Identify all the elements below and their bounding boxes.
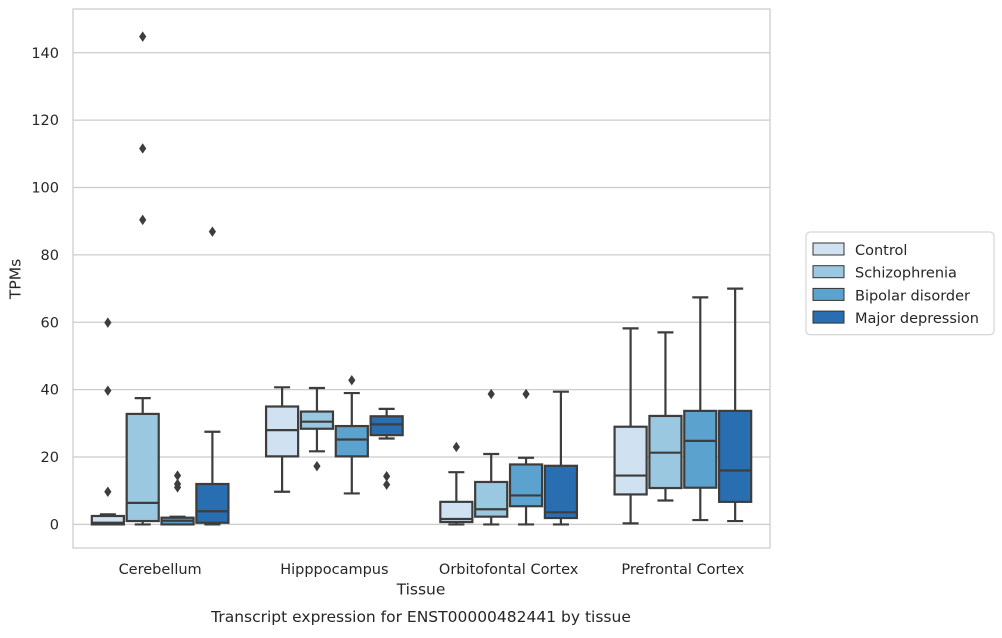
outlier-point [383, 479, 391, 490]
box-control-orbitofontal-cortex [439, 441, 474, 526]
box-bipolar-disorder-prefrontal-cortex [683, 296, 718, 522]
box-control-hipppocampus [264, 386, 300, 493]
y-tick-label: 140 [31, 46, 59, 62]
iqr-box [264, 405, 300, 458]
outlier-point [173, 470, 182, 481]
y-tick-label: 40 [41, 383, 59, 399]
iqr-box [299, 410, 335, 430]
iqr-box [543, 464, 579, 520]
box-schizophrenia-orbitofontal-cortex [474, 388, 509, 526]
x-tick-label: Hipppocampus [280, 562, 388, 578]
y-tick-label: 100 [31, 181, 59, 197]
box-major-depression-hipppocampus [369, 407, 404, 490]
x-tick-label: Cerebellum [119, 562, 202, 578]
outlier-point [139, 143, 147, 154]
y-tick-label: 0 [50, 517, 59, 533]
box-major-depression-cerebellum [195, 226, 230, 526]
outlier-point [104, 385, 112, 396]
x-axis-title: Tissue [396, 581, 446, 599]
y-tick-label: 20 [41, 450, 59, 466]
outlier-point [173, 478, 182, 490]
outlier-point [313, 460, 321, 472]
iqr-box [508, 463, 544, 508]
y-tick-label: 120 [31, 113, 59, 129]
box-control-cerebellum [90, 317, 125, 526]
iqr-box [613, 425, 648, 496]
outlier-point [383, 471, 391, 482]
box-bipolar-disorder-orbitofontal-cortex [508, 388, 544, 526]
legend-swatch-major-depression [812, 310, 845, 324]
legend-label-schizophrenia: Schizophrenia [855, 266, 957, 282]
x-tick-label: Prefrontal Cortex [621, 562, 744, 578]
box-schizophrenia-prefrontal-cortex [648, 331, 683, 502]
outlier-point [104, 486, 112, 497]
box-schizophrenia-cerebellum [125, 31, 160, 526]
y-tick-label: 60 [41, 315, 59, 331]
box-bipolar-disorder-hipppocampus [334, 375, 369, 495]
iqr-box [125, 412, 160, 523]
gridlines [73, 52, 770, 526]
boxes [90, 31, 753, 526]
legend-label-bipolar-disorder: Bipolar disorder [855, 288, 970, 304]
outlier-point [487, 388, 495, 400]
legend-swatch-bipolar-disorder [812, 287, 845, 301]
iqr-box [718, 409, 753, 503]
legend: Control Schizophrenia Bipolar disorder Majo… [805, 231, 995, 336]
iqr-box [195, 482, 230, 524]
x-tick-label: Orbitofontal Cortex [439, 562, 579, 578]
box-control-prefrontal-cortex [613, 327, 648, 525]
legend-swatch-schizophrenia [812, 265, 845, 279]
box-schizophrenia-hipppocampus [299, 386, 335, 472]
iqr-box [369, 415, 404, 437]
y-axis-title: TPMs [7, 259, 25, 300]
legend-label-major-depression: Major depression [855, 311, 979, 327]
plot-frame [72, 8, 771, 549]
outlier-point [104, 317, 112, 328]
outlier-point [348, 375, 356, 386]
chart-caption: Transcript expression for ENST0000048244… [210, 608, 631, 626]
outlier-point [139, 31, 147, 42]
box-bipolar-disorder-cerebellum [160, 470, 195, 526]
iqr-box [683, 409, 718, 489]
y-tick-labels: 0 20 40 60 80 100 120 140 [31, 46, 59, 534]
outlier-point [208, 226, 216, 237]
outlier-point [452, 441, 460, 453]
legend-swatch-control [812, 242, 845, 256]
legend-frame [805, 231, 995, 336]
iqr-box [90, 514, 125, 526]
box-major-depression-prefrontal-cortex [718, 287, 753, 523]
x-tick-labels: Cerebellum Hipppocampus Orbitofontal Corte… [119, 562, 745, 578]
box-major-depression-orbitofontal-cortex [543, 390, 579, 526]
outlier-point [522, 388, 530, 400]
iqr-box [474, 480, 509, 518]
outlier-point [139, 214, 147, 226]
iqr-box [334, 424, 369, 458]
iqr-box [439, 500, 474, 524]
legend-label-control: Control [855, 243, 907, 259]
y-tick-label: 80 [41, 248, 59, 264]
